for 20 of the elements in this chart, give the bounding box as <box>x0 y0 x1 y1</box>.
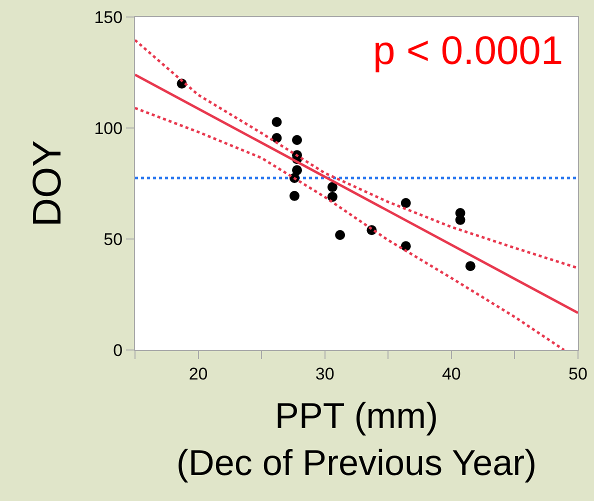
x-tick-label: 50 <box>568 364 588 384</box>
point <box>400 198 411 208</box>
point <box>335 230 346 240</box>
point <box>465 261 476 272</box>
point <box>327 192 338 202</box>
x-tick-label: 20 <box>188 364 208 384</box>
y-tick-label: 150 <box>94 8 123 27</box>
annotation: p < 0.0001 <box>373 29 564 73</box>
point <box>289 190 300 201</box>
line-series <box>135 106 566 350</box>
y-axis-title: DOY <box>26 140 70 227</box>
y-tick-label: 0 <box>113 340 123 360</box>
x-axis-title: PPT (mm) (Dec of Previous Year) <box>176 395 537 483</box>
y-tick-label: 100 <box>94 118 123 138</box>
point <box>292 134 302 145</box>
point <box>272 117 282 128</box>
y-tick-label: 50 <box>104 230 123 249</box>
x-tick-label: 30 <box>315 364 334 384</box>
point <box>327 182 338 192</box>
x-tick-label: 40 <box>442 364 461 384</box>
